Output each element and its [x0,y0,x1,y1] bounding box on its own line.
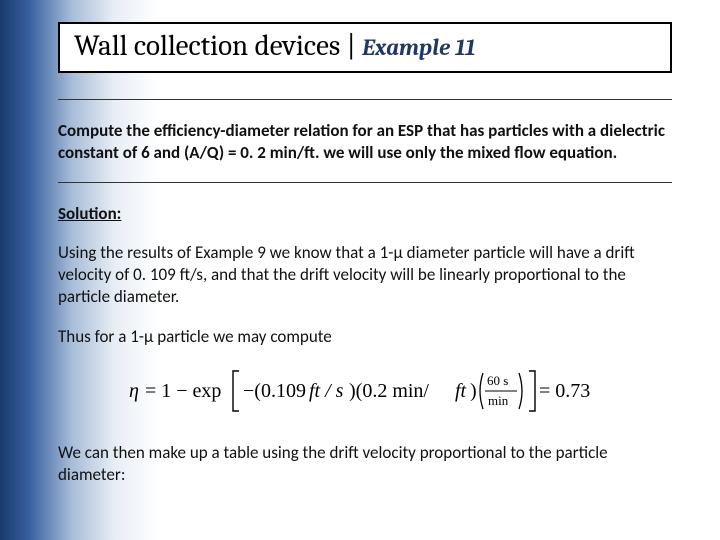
eq-unit-ft-s: ft / s [309,380,344,402]
solution-label: Solution: [58,203,672,225]
eq-frac-right-paren [519,373,522,409]
title-underline-rule [58,99,672,100]
solution-paragraph-1: Using the results of Example 9 we know t… [58,242,672,307]
eq-frac-left-paren [480,373,483,409]
eq-equals-exp: = 1 − exp [145,380,221,402]
eq-frac-bot: min [488,393,509,408]
title-example: Example 11 [362,34,475,61]
title-main: Wall collection devices | [74,30,362,63]
title-bar: Wall collection devices | Example 11 [58,22,672,73]
solution-paragraph-2: Thus for a 1-μ particle we may compute [58,326,672,348]
eq-close-paren: ) [470,380,477,402]
eq-eta: η [129,380,139,402]
eq-inner-1: −(0.109 [243,380,306,402]
efficiency-equation: η = 1 − exp −(0.109 ft / s )(0.2 min/ ft… [58,365,672,422]
eq-inner-2: )(0.2 min/ [349,380,429,402]
slide: Wall collection devices | Example 11 Com… [0,0,720,540]
equation-svg: η = 1 − exp −(0.109 ft / s )(0.2 min/ ft… [125,365,605,417]
eq-result: = 0.73 [539,380,590,402]
eq-left-bracket [233,371,239,411]
separator-rule [58,182,672,183]
problem-statement: Compute the efficiency-diameter relation… [58,120,672,164]
solution-paragraph-3: We can then make up a table using the dr… [58,442,672,486]
eq-right-bracket [529,371,535,411]
eq-unit-ft: ft [455,380,467,402]
eq-frac-top: 60 s [487,373,508,388]
